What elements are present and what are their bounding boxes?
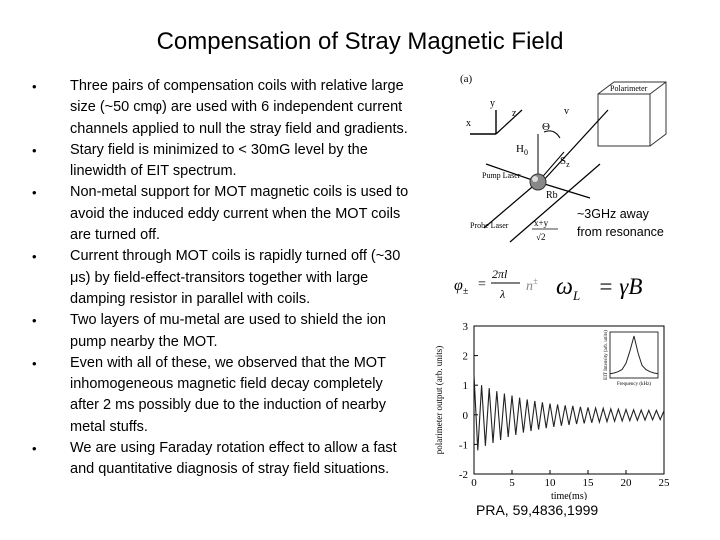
- bullet-dot: •: [32, 441, 37, 457]
- probe-beam: [509, 163, 601, 243]
- inset-eit-line: [609, 335, 659, 375]
- y-tick-label: 2: [463, 351, 469, 363]
- polarimeter-label: Polarimeter: [610, 84, 648, 93]
- coordinate-axes: [470, 110, 497, 135]
- resonance-note: ~3GHz away from resonance: [577, 205, 664, 241]
- setup-diagram: (a) Polarimeter x y z Rb H0 Θ Sz v Pump …: [460, 73, 667, 243]
- inset-y-label: EIT Intensity (arb. units): [604, 330, 609, 380]
- formula-area: φ± = 2πl λ n± ω L = γB: [454, 267, 642, 303]
- panel-label: (a): [460, 73, 473, 85]
- bullet-dot: •: [32, 185, 37, 201]
- bullet-item: • We are using Faraday rotation effect to…: [30, 438, 410, 481]
- rb-label: Rb: [546, 190, 558, 201]
- larmor-rhs: = γB: [598, 274, 642, 299]
- x-tick-label: 15: [583, 477, 595, 489]
- probe-path-up: [541, 109, 609, 183]
- larmor-omega: ω: [556, 274, 573, 300]
- formula-denominator: λ: [499, 287, 505, 301]
- resonance-note-line-1: ~3GHz away: [577, 207, 649, 221]
- x-axis-label: time(ms): [551, 491, 587, 500]
- y-tick-label: 3: [463, 321, 469, 333]
- theta-label: Θ: [542, 121, 550, 133]
- decay-series-line: [473, 374, 665, 451]
- larmor-subscript: L: [572, 288, 580, 303]
- x-tick-label: 0: [471, 477, 477, 489]
- pump-beam: [485, 163, 539, 183]
- bullet-item: • Even with all of these, we observed tha…: [30, 353, 410, 438]
- bullet-text: Stary field is minimized to < 30mG level…: [70, 141, 368, 180]
- y-tick-label: 1: [463, 380, 469, 392]
- x-tick-label: 10: [545, 477, 557, 489]
- h0-label: H0: [516, 143, 528, 157]
- formula-numerator: 2πl: [492, 267, 508, 281]
- xy-label: x+y: [534, 218, 549, 228]
- bullet-item: • Current through MOT coils is rapidly tu…: [30, 246, 410, 310]
- polarimeter-cube: [597, 81, 667, 147]
- phi-symbol: φ±: [454, 277, 469, 297]
- sz-label: Sz: [560, 155, 570, 169]
- pump-laser-label: Pump Laser: [482, 171, 521, 180]
- inset-frame: [609, 331, 659, 379]
- bullet-item: • Non-metal support for MOT magnetic coil…: [30, 182, 410, 246]
- axis-v-label: v: [564, 106, 569, 117]
- y-tick-label: -1: [459, 439, 468, 451]
- axis-y-label: y: [490, 98, 495, 109]
- bullet-item: • Two layers of mu-metal are used to shie…: [30, 310, 410, 353]
- x-tick-label: 20: [621, 477, 633, 489]
- sqrt2-label: √2: [536, 232, 545, 242]
- resonance-note-line-2: from resonance: [577, 225, 664, 239]
- x-tick-label: 25: [659, 477, 671, 489]
- x-tick-label: 5: [509, 477, 515, 489]
- bullet-list: • Three pairs of compensation coils with …: [30, 76, 410, 481]
- citation: PRA, 59,4836,1999: [476, 502, 599, 518]
- formula-equals: =: [478, 277, 486, 292]
- probe-laser-label: Probe Laser: [470, 221, 509, 230]
- y-axis-label: polarimeter output (arb. units): [434, 346, 444, 454]
- rb-atom: [529, 173, 547, 191]
- main-plot-frame: [473, 325, 665, 475]
- bullet-item: • Three pairs of compensation coils with …: [30, 76, 410, 140]
- bullet-text: Current through MOT coils is rapidly tur…: [70, 248, 401, 307]
- bullet-dot: •: [32, 355, 37, 371]
- bullet-item: • Stary field is minimized to < 30mG leve…: [30, 140, 410, 183]
- bullet-dot: •: [32, 142, 37, 158]
- bullet-text: We are using Faraday rotation effect to …: [70, 440, 397, 478]
- bullet-dot: •: [32, 249, 37, 265]
- bullet-text: Two layers of mu-metal are used to shiel…: [70, 312, 386, 350]
- axis-z-label: z: [512, 108, 517, 119]
- y-tick-label: 0: [463, 410, 469, 422]
- rb-highlight: [532, 176, 538, 182]
- axis-z-line: [495, 109, 523, 135]
- formula-n: n±: [526, 276, 538, 294]
- slide-title: Compensation of Stray Magnetic Field: [156, 28, 564, 55]
- bullet-dot: •: [32, 79, 37, 94]
- bullet-text: Non-metal support for MOT magnetic coils…: [70, 184, 409, 244]
- bullet-text: Even with all of these, we observed that…: [70, 354, 386, 435]
- axis-x-label: x: [466, 118, 471, 129]
- pump-return: [483, 181, 539, 229]
- beam-right: [537, 181, 591, 199]
- inset-x-label: Frequency (kHz): [617, 382, 651, 387]
- theta-arc: [543, 130, 561, 139]
- bullet-dot: •: [32, 313, 37, 329]
- y-tick-label: -2: [459, 469, 468, 481]
- bullet-text: Three pairs of compensation coils with r…: [70, 78, 408, 137]
